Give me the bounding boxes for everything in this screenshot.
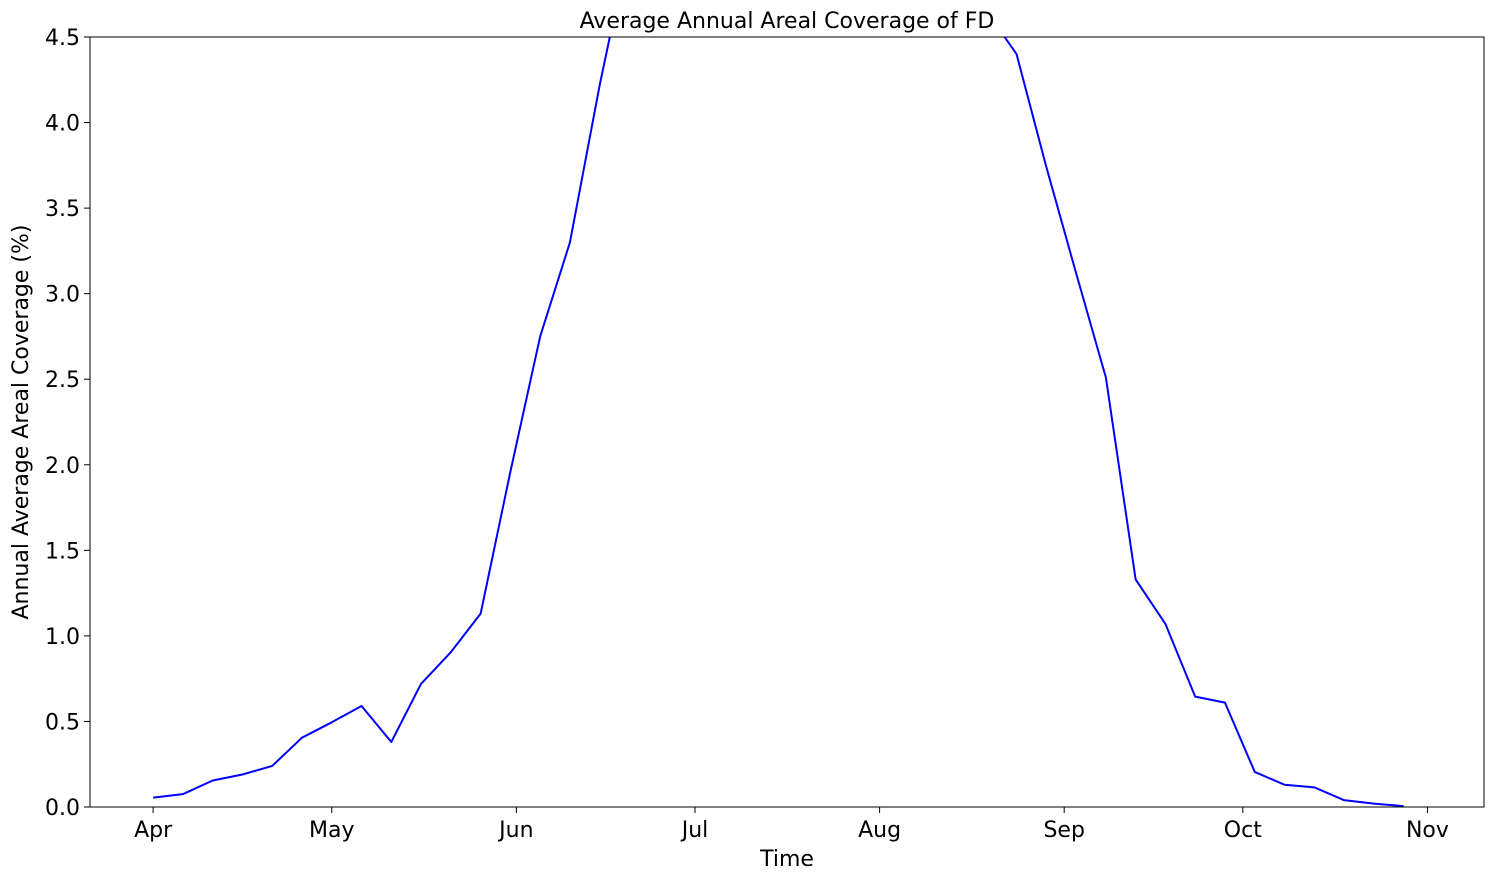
series-line-0 xyxy=(153,37,1404,807)
x-tick-label-oct: Oct xyxy=(1224,818,1262,843)
y-tick-label: 2.5 xyxy=(45,368,80,393)
plot-frame xyxy=(89,36,1485,808)
y-tick-label: 0.5 xyxy=(45,710,80,735)
y-axis-title: Annual Average Areal Coverage (%) xyxy=(9,224,34,619)
y-tick-label: 3.5 xyxy=(45,197,80,222)
y-tick-label: 1.5 xyxy=(45,539,80,564)
y-tick-label: 3.0 xyxy=(45,283,80,308)
chart-title: Average Annual Areal Coverage of FD xyxy=(580,9,995,34)
x-tick-label-jun: Jun xyxy=(497,818,533,843)
x-tick-label-aug: Aug xyxy=(858,818,901,843)
y-tick-label: 4.0 xyxy=(45,112,80,137)
y-tick-label: 0.0 xyxy=(45,796,80,821)
x-tick-label-sep: Sep xyxy=(1043,818,1084,843)
y-tick-label: 4.5 xyxy=(45,26,80,51)
x-tick-label-may: May xyxy=(309,818,354,843)
x-tick-label-nov: Nov xyxy=(1406,818,1449,843)
x-tick-label-jul: Jul xyxy=(680,818,709,843)
y-tick-label: 1.0 xyxy=(45,625,80,650)
y-tick-label: 2.0 xyxy=(45,454,80,479)
x-tick-label-apr: Apr xyxy=(134,818,173,843)
x-axis-title: Time xyxy=(759,847,814,872)
